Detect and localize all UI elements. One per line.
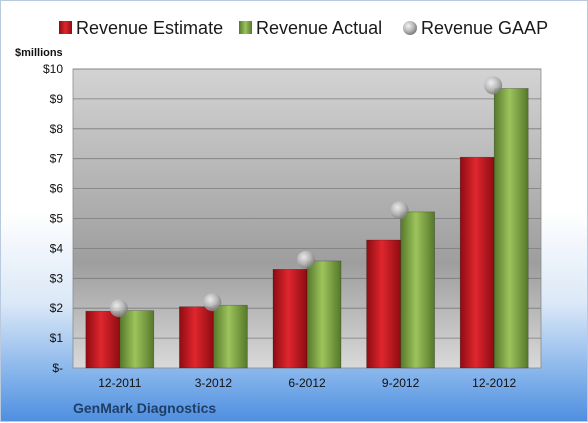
marker-revenue-gaap [390,201,409,220]
bar-revenue-estimate [272,269,308,369]
bar-revenue-actual [306,260,342,369]
y-tick-label: $3 [50,271,64,285]
bar-revenue-estimate [366,239,401,369]
bar-revenue-actual [400,211,435,369]
bar-revenue-estimate [179,306,214,369]
company-name: GenMark Diagnostics [73,400,216,416]
bar-revenue-estimate [459,156,495,369]
x-tick-label: 9-2012 [382,376,420,390]
legend: Revenue Estimate Revenue Actual Revenue … [59,18,548,38]
y-tick-label: $10 [43,62,63,76]
y-tick-label: $7 [50,152,64,166]
y-tick-label: $6 [50,182,64,196]
x-tick-label: 12-2012 [472,376,516,390]
y-tick-label: $- [52,361,63,375]
y-tick-label: $4 [50,241,64,255]
bar-revenue-actual [119,310,155,369]
legend-label-estimate: Revenue Estimate [76,18,223,38]
y-tick-label: $9 [50,92,64,106]
y-tick-label: $2 [50,301,64,315]
legend-swatch-actual [239,21,252,34]
marker-revenue-gaap [109,299,128,318]
x-tick-label: 6-2012 [288,376,326,390]
legend-swatch-gaap [403,21,417,35]
bar-revenue-actual [213,304,248,369]
x-tick-label: 3-2012 [195,376,233,390]
legend-label-gaap: Revenue GAAP [421,18,548,38]
marker-revenue-gaap [484,76,503,95]
marker-revenue-gaap [297,250,315,269]
x-tick-label: 12-2011 [98,376,141,390]
marker-revenue-gaap [203,293,222,312]
legend-label-actual: Revenue Actual [256,18,382,38]
y-tick-label: $8 [50,122,64,136]
bar-revenue-estimate [85,310,121,369]
y-axis-unit-label: $millions [15,47,63,59]
y-tick-label: $1 [50,331,64,345]
y-tick-label: $5 [50,212,64,226]
bar-revenue-actual [493,88,529,369]
legend-swatch-estimate [59,21,72,34]
